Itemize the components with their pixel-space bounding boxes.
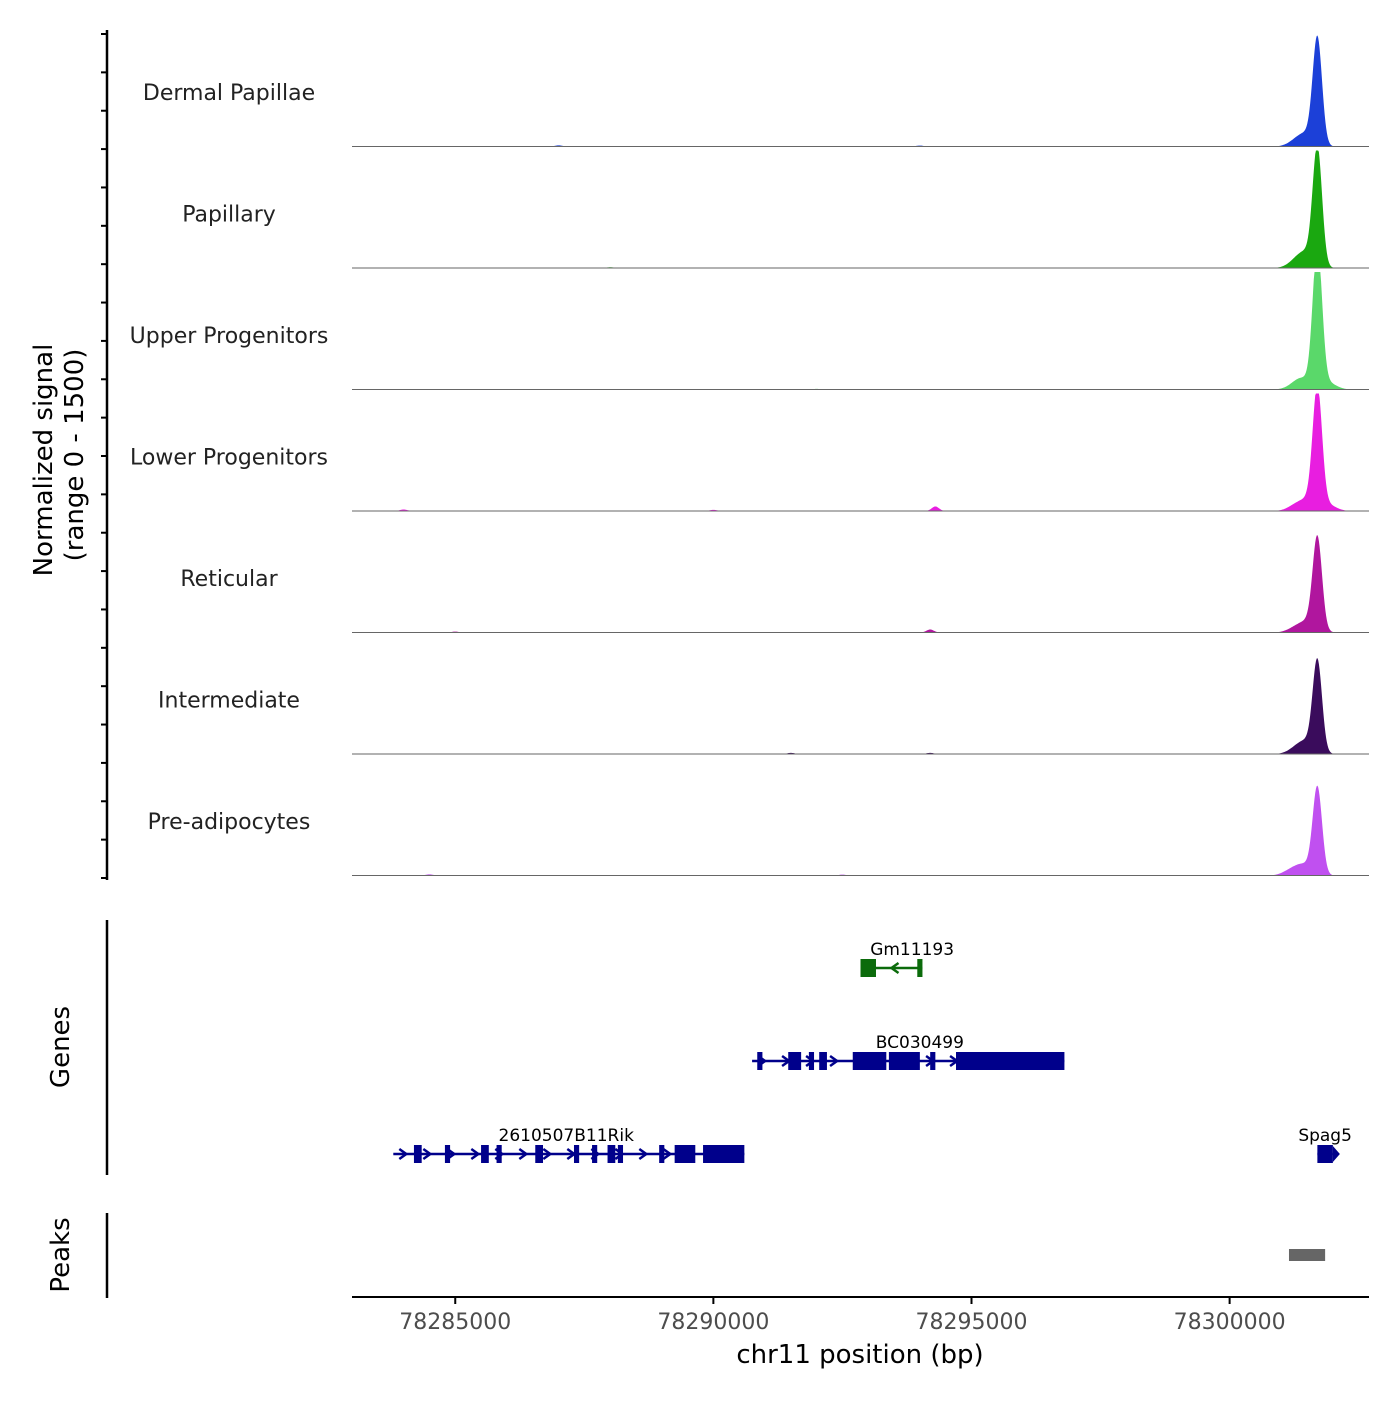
signal-y-axis-ticks <box>101 33 107 879</box>
gene-end-arrow <box>1332 1146 1340 1162</box>
gene-exon <box>703 1145 745 1163</box>
peaks-track <box>1288 1249 1326 1261</box>
gene-exon <box>917 959 923 977</box>
gene-label: Spag5 <box>1298 1126 1352 1146</box>
gene-2610507b11rik: 2610507B11Rik <box>393 1126 745 1163</box>
signal-area <box>352 150 1369 268</box>
gene-exon <box>496 1145 502 1163</box>
x-tick-label: 78290000 <box>657 1310 769 1335</box>
gene-annotation-track: Gm11193 BC030499 2610507B11Rik Spag5 <box>393 940 1352 1163</box>
x-tick-label: 78285000 <box>399 1310 511 1335</box>
strand-arrow <box>422 1147 433 1161</box>
signal-area <box>352 785 1369 876</box>
signal-area <box>352 535 1369 633</box>
gene-exon <box>444 1145 451 1163</box>
track-label: Intermediate <box>158 689 300 714</box>
strand-arrow <box>398 1147 409 1161</box>
x-axis-title: chr11 position (bp) <box>736 1340 983 1370</box>
track-label: Reticular <box>180 567 278 592</box>
track-upper-progenitors: Upper Progenitors <box>130 272 1369 390</box>
gene-label: BC030499 <box>876 1033 964 1053</box>
gene-exon <box>1317 1145 1333 1163</box>
gene-exon <box>852 1052 887 1070</box>
track-label: Upper Progenitors <box>130 324 329 349</box>
gene-bc030499: BC030499 <box>752 1033 1065 1070</box>
gene-exon <box>788 1052 802 1070</box>
gene-exon <box>860 959 876 977</box>
strand-arrow <box>518 1147 529 1161</box>
strand-arrow <box>829 1054 840 1068</box>
gene-exon <box>481 1145 489 1163</box>
gene-label: Gm11193 <box>870 940 954 960</box>
strand-arrow <box>889 961 900 975</box>
gene-exon <box>930 1052 936 1070</box>
gene-exon <box>819 1052 827 1070</box>
x-tick-label: 78295000 <box>916 1310 1028 1335</box>
gene-exon <box>757 1052 763 1070</box>
gene-gm11193: Gm11193 <box>860 940 954 977</box>
gene-exon <box>535 1145 544 1163</box>
peak-region <box>1288 1249 1326 1261</box>
x-axis-ticks: 78285000 78290000 78295000 78300000 <box>399 1297 1286 1335</box>
gene-exon <box>956 1052 1065 1070</box>
y-axis-title-line2: (range 0 - 1500) <box>60 349 90 562</box>
track-intermediate: Intermediate <box>158 658 1369 755</box>
signal-tracks: Dermal Papillae Papillary Upper Progenitor… <box>130 35 1369 876</box>
gene-exon <box>607 1145 616 1163</box>
gene-exon <box>592 1145 598 1163</box>
gene-exon <box>808 1052 815 1070</box>
strand-arrow <box>542 1147 553 1161</box>
strand-arrow <box>638 1147 649 1161</box>
gene-exon <box>674 1145 696 1163</box>
signal-area <box>352 393 1369 511</box>
track-label: Dermal Papillae <box>143 81 315 106</box>
track-reticular: Reticular <box>180 535 1369 633</box>
gene-exon <box>413 1145 422 1163</box>
gene-exon <box>573 1145 580 1163</box>
track-label: Lower Progenitors <box>130 446 328 471</box>
gene-exon <box>659 1145 665 1163</box>
strand-arrow <box>470 1147 481 1161</box>
gene-spag5: Spag5 <box>1298 1126 1352 1163</box>
genes-panel-title: Genes <box>46 1006 76 1088</box>
track-label: Pre-adipocytes <box>148 810 311 835</box>
track-papillary: Papillary <box>182 150 1369 269</box>
signal-area <box>352 272 1369 390</box>
signal-area <box>352 658 1369 754</box>
track-label: Papillary <box>182 203 276 228</box>
peaks-panel-title: Peaks <box>46 1217 76 1292</box>
x-tick-label: 78300000 <box>1174 1310 1286 1335</box>
track-pre-adipocytes: Pre-adipocytes <box>148 785 1369 876</box>
gene-exon <box>617 1145 624 1163</box>
signal-area <box>352 35 1369 147</box>
gene-exon <box>888 1052 920 1070</box>
y-axis-title-line1: Normalized signal <box>29 344 59 577</box>
gene-label: 2610507B11Rik <box>499 1126 635 1146</box>
track-dermal-papillae: Dermal Papillae <box>143 35 1369 147</box>
strand-arrow <box>662 1147 673 1161</box>
track-lower-progenitors: Lower Progenitors <box>130 393 1369 512</box>
